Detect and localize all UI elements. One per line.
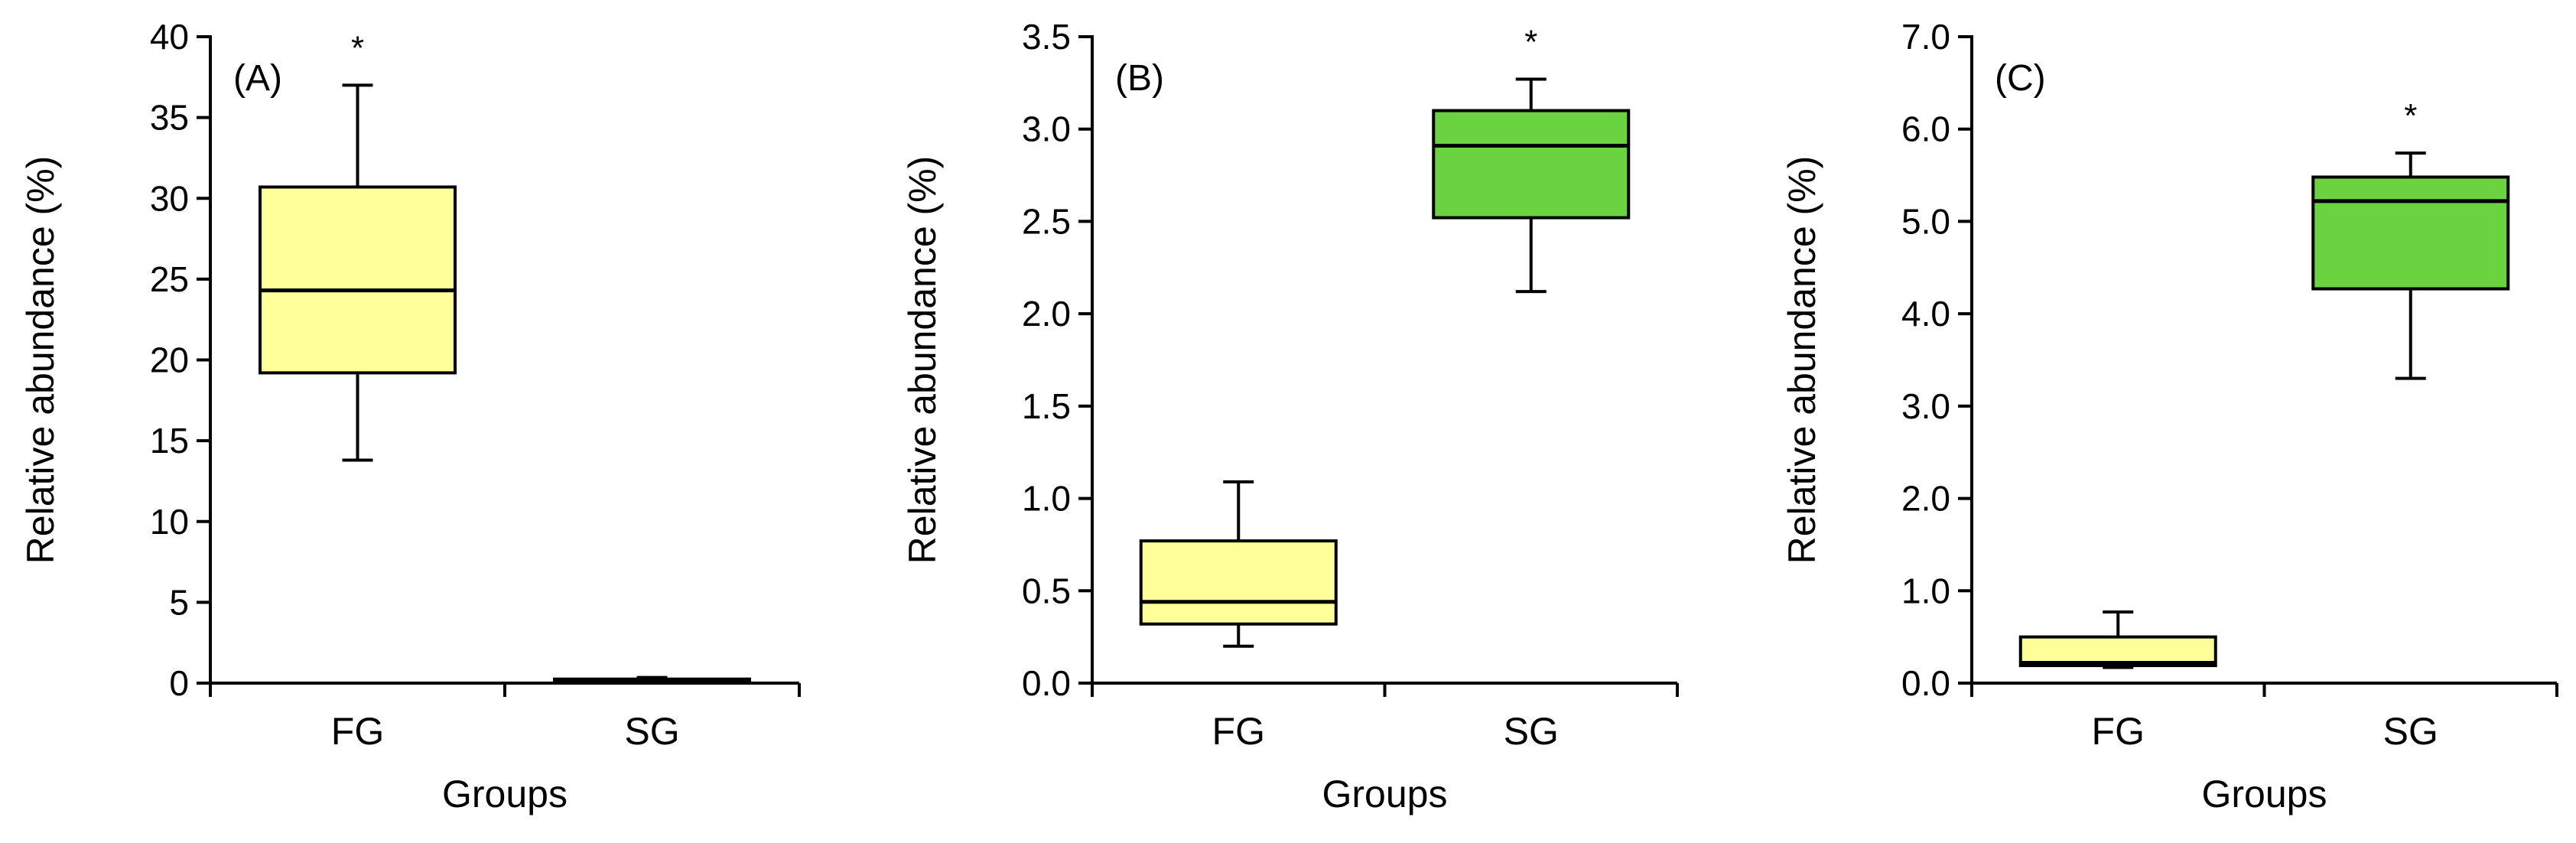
box-fg <box>1139 480 1338 648</box>
box-fg: * <box>259 29 457 462</box>
significance-asterisk: * <box>2404 97 2417 135</box>
box-sg <box>553 675 751 683</box>
significance-asterisk: * <box>1524 24 1537 61</box>
y-tick-label: 35 <box>150 98 189 138</box>
significance-asterisk: * <box>351 29 364 67</box>
y-axis-title: Relative abundance (%) <box>901 156 944 565</box>
box-iqr <box>1432 109 1631 220</box>
box-iqr <box>2311 175 2510 291</box>
y-axis-title: Relative abundance (%) <box>1781 156 1823 565</box>
y-tick-label: 1.0 <box>1022 479 1071 519</box>
y-tick-label: 2.0 <box>1022 294 1071 334</box>
x-axis-title: Groups <box>442 773 568 815</box>
box-fg <box>2018 610 2217 669</box>
x-tick-label: SG <box>624 710 679 753</box>
y-tick-label: 25 <box>150 259 189 299</box>
x-tick-label: SG <box>1504 710 1559 753</box>
box-sg: * <box>2311 97 2510 380</box>
y-tick-label: 2.0 <box>1901 479 1950 519</box>
chart-panel-a: 0 5 10 15 20 25 30 35 40 FG SG Groups Relative abund… <box>19 17 801 815</box>
y-tick-label: 0 <box>169 663 189 703</box>
y-tick-label: 0.0 <box>1901 663 1950 703</box>
x-tick-label: FG <box>331 710 384 753</box>
y-tick-label: 3.0 <box>1022 109 1071 149</box>
y-axis-title: Relative abundance (%) <box>19 156 62 565</box>
y-tick-label: 5.0 <box>1901 201 1950 241</box>
chart-panel-b: 0.0 0.5 1.0 1.5 2.0 2.5 3.0 3.5 FG SG Groups Relati… <box>901 17 1679 815</box>
y-tick-label: 2.5 <box>1022 201 1071 241</box>
y-tick-label: 4.0 <box>1901 294 1950 334</box>
box-sg: * <box>1432 24 1631 294</box>
x-tick-label: FG <box>1212 710 1265 753</box>
box-iqr <box>259 185 457 375</box>
y-tick-label: 15 <box>150 421 189 461</box>
y-tick-label: 20 <box>150 340 189 380</box>
y-tick-label: 5 <box>169 582 189 622</box>
x-tick-label: SG <box>2383 710 2438 753</box>
y-tick-label: 40 <box>150 17 189 57</box>
y-tick-label: 0.0 <box>1022 663 1071 703</box>
y-tick-label: 10 <box>150 502 189 542</box>
y-tick-label: 6.0 <box>1901 109 1950 149</box>
y-tick-label: 1.0 <box>1901 571 1950 610</box>
x-axis-title: Groups <box>1322 773 1448 815</box>
y-tick-label: 3.0 <box>1901 386 1950 426</box>
box-iqr <box>1139 539 1338 626</box>
y-tick-label: 1.5 <box>1022 386 1071 426</box>
x-axis-title: Groups <box>2202 773 2327 815</box>
y-tick-label: 3.5 <box>1022 17 1071 57</box>
chart-panel-c: 0.0 1.0 2.0 3.0 4.0 5.0 6.0 7.0 FG SG Groups Relati… <box>1781 17 2558 815</box>
y-tick-label: 7.0 <box>1901 17 1950 57</box>
y-tick-label: 0.5 <box>1022 571 1071 610</box>
x-tick-label: FG <box>2092 710 2145 753</box>
y-tick-label: 30 <box>150 178 189 218</box>
panel-label: (C) <box>1995 58 2046 99</box>
panel-label: (B) <box>1115 58 1164 99</box>
panel-label: (A) <box>233 58 282 99</box>
box-iqr <box>2018 635 2217 668</box>
